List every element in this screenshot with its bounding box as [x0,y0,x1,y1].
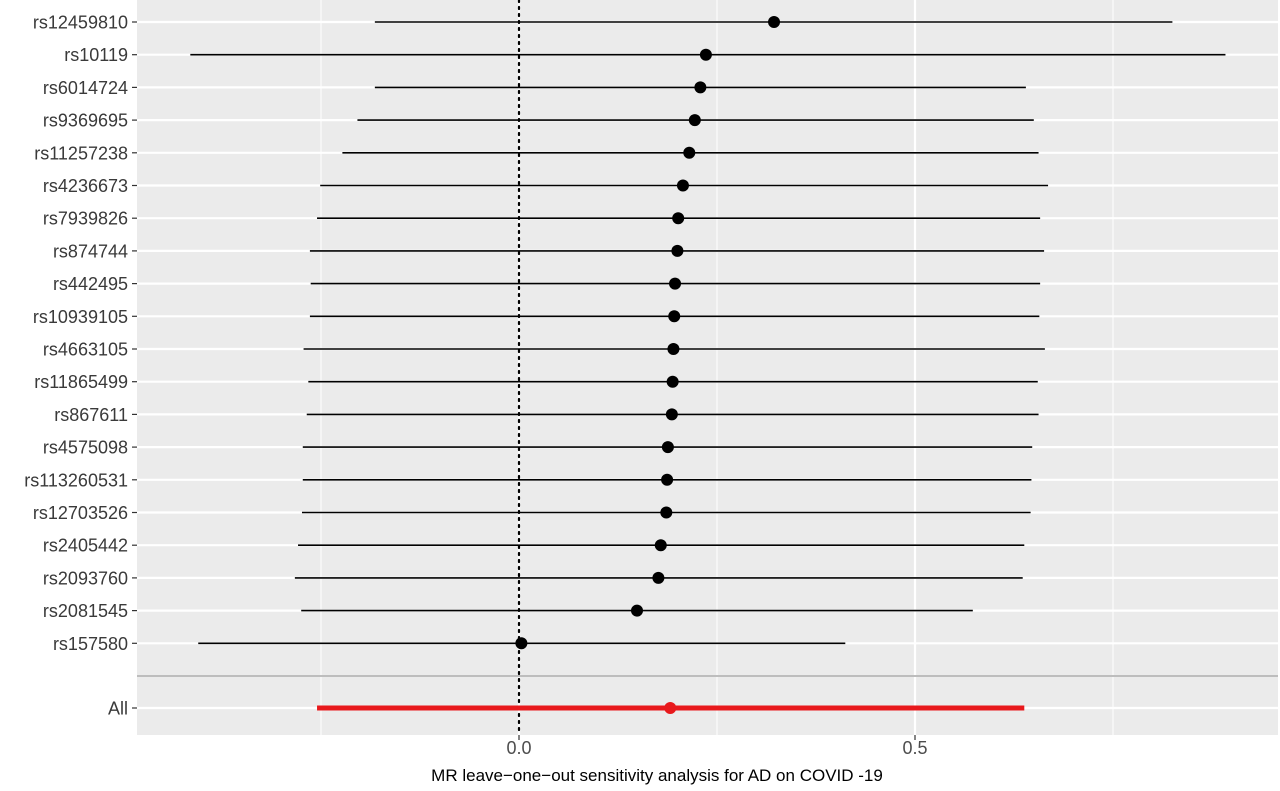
estimate-point [699,48,712,61]
y-tick-label: rs2405442 [43,536,128,556]
y-tick-label: rs10119 [64,45,128,65]
estimate-point [654,539,667,552]
estimate-point [671,244,684,257]
estimate-point [515,637,528,650]
y-tick-label: rs6014724 [43,78,128,98]
y-tick-label: rs442495 [53,274,128,294]
estimate-point [631,604,644,617]
y-tick-label: rs113260531 [24,470,128,490]
estimate-point [668,310,681,323]
y-tick-label: rs12703526 [33,503,128,523]
y-tick-label: rs867611 [54,405,128,425]
y-tick-label: rs12459810 [33,13,128,33]
x-tick-label: 0.0 [506,738,531,758]
estimate-point [661,473,674,486]
y-axis-labels: rs12459810 rs10119 rs6014724 rs9369695 rs112… [24,13,137,719]
y-tick-label: rs7939826 [43,209,128,229]
x-tick-label: 0.5 [902,738,927,758]
y-tick-label: rs157580 [53,634,128,654]
x-axis-title: MR leave−one−out sensitivity analysis fo… [431,766,883,785]
y-tick-label: rs10939105 [33,307,128,327]
estimate-point [661,441,674,454]
estimate-point [652,571,665,584]
estimate-point [676,179,689,192]
estimate-marks [190,16,1226,714]
estimate-point [672,212,685,225]
estimate-point [688,114,701,127]
y-tick-label: rs2081545 [43,601,128,621]
y-tick-label: rs9369695 [43,111,128,131]
estimate-point [666,375,679,388]
y-tick-label: rs4663105 [43,340,128,360]
y-tick-label: rs11257238 [34,143,128,163]
x-axis: 0.0 0.5 [506,735,928,758]
plot-panel [137,0,1278,735]
y-tick-label: rs4236673 [43,176,128,196]
estimate-point [667,343,680,355]
y-tick-label: rs874744 [53,241,128,261]
estimate-point [669,277,682,290]
y-tick-label: rs4575098 [43,438,128,458]
y-tick-label: rs2093760 [43,568,128,588]
estimate-point [683,146,696,159]
estimate-point [665,408,678,421]
estimate-point [768,16,781,28]
y-tick-label: All [108,699,128,719]
overall-estimate-point [664,702,677,714]
estimate-point [660,506,673,519]
y-tick-label: rs11865499 [34,372,128,392]
estimate-point [694,81,707,94]
